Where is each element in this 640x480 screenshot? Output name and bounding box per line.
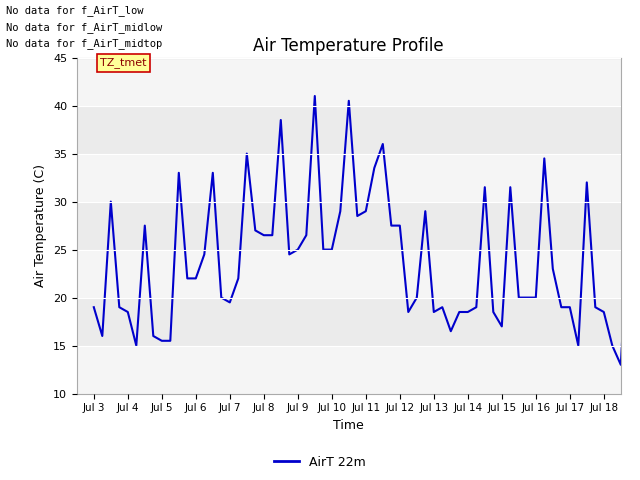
Bar [77, 346, 621, 394]
Text: No data for f_AirT_low: No data for f_AirT_low [6, 5, 144, 16]
Text: No data for f_AirT_midtop: No data for f_AirT_midtop [6, 38, 163, 49]
Bar [77, 154, 621, 202]
Text: TZ_tmet: TZ_tmet [100, 57, 147, 68]
Y-axis label: Air Temperature (C): Air Temperature (C) [35, 164, 47, 287]
Bar [77, 58, 621, 106]
Bar [77, 250, 621, 298]
Legend: AirT 22m: AirT 22m [269, 451, 371, 474]
Title: Air Temperature Profile: Air Temperature Profile [253, 36, 444, 55]
X-axis label: Time: Time [333, 419, 364, 432]
Text: No data for f_AirT_midlow: No data for f_AirT_midlow [6, 22, 163, 33]
